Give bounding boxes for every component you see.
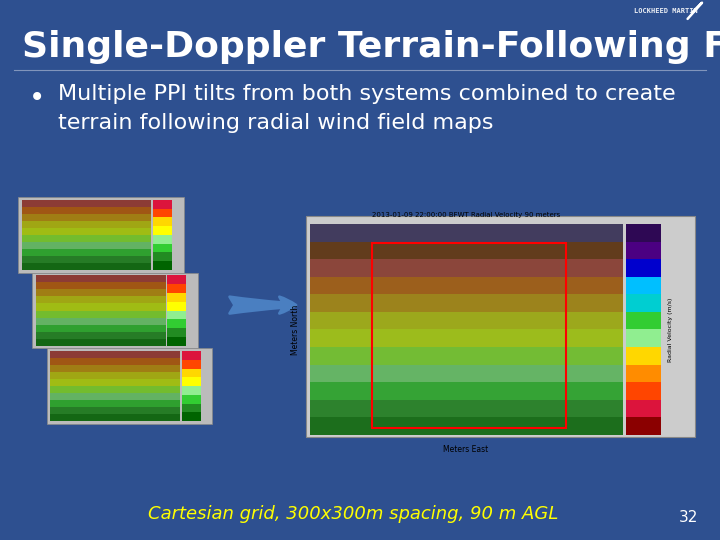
Bar: [22, 214, 151, 221]
Bar: [310, 224, 623, 241]
Bar: [50, 358, 180, 365]
Bar: [22, 242, 151, 249]
Text: 2013-01-09 22:00:00 BFWT Radial Velocity 90 meters: 2013-01-09 22:00:00 BFWT Radial Velocity…: [372, 212, 560, 218]
Text: •: •: [29, 84, 45, 112]
Bar: [310, 241, 623, 259]
Bar: [36, 332, 166, 339]
Bar: [153, 217, 172, 226]
Bar: [36, 296, 166, 303]
Bar: [168, 293, 186, 302]
Bar: [22, 256, 151, 263]
Bar: [22, 200, 151, 207]
Bar: [36, 318, 166, 325]
Bar: [22, 263, 151, 270]
Bar: [626, 329, 661, 347]
Bar: [47, 348, 212, 424]
Bar: [310, 329, 623, 347]
Bar: [626, 241, 661, 259]
Bar: [182, 395, 201, 404]
Bar: [153, 261, 172, 270]
Bar: [50, 407, 180, 414]
Bar: [36, 325, 166, 332]
Bar: [50, 400, 180, 407]
Bar: [22, 207, 151, 214]
Bar: [182, 386, 201, 395]
Bar: [50, 414, 180, 421]
Bar: [310, 224, 623, 435]
Text: Meters East: Meters East: [444, 446, 489, 455]
Bar: [153, 235, 172, 244]
Bar: [182, 413, 201, 421]
Bar: [153, 244, 172, 252]
Bar: [310, 364, 623, 382]
Bar: [168, 275, 186, 284]
Bar: [310, 417, 623, 435]
Bar: [50, 393, 180, 400]
Bar: [626, 294, 661, 312]
Bar: [32, 273, 198, 348]
Bar: [626, 417, 661, 435]
Bar: [153, 253, 172, 261]
Bar: [310, 400, 623, 417]
Bar: [22, 221, 151, 228]
Bar: [36, 275, 166, 282]
Bar: [168, 319, 186, 328]
Bar: [310, 259, 623, 276]
Text: Radial Velocity (m/s): Radial Velocity (m/s): [667, 297, 672, 362]
Bar: [153, 200, 172, 208]
Bar: [22, 249, 151, 256]
Bar: [36, 275, 166, 346]
Bar: [168, 337, 186, 346]
Bar: [182, 377, 201, 386]
Bar: [626, 224, 661, 241]
Bar: [36, 289, 166, 296]
Bar: [182, 404, 201, 413]
Bar: [182, 360, 201, 368]
Bar: [50, 365, 180, 372]
Bar: [36, 282, 166, 289]
Bar: [626, 400, 661, 417]
Bar: [626, 382, 661, 400]
Bar: [50, 379, 180, 386]
Bar: [22, 235, 151, 242]
Bar: [22, 200, 151, 270]
Text: LOCKHEED MARTIN: LOCKHEED MARTIN: [634, 8, 698, 14]
Bar: [36, 303, 166, 310]
Bar: [168, 302, 186, 310]
Bar: [310, 312, 623, 329]
Bar: [310, 294, 623, 312]
Bar: [36, 339, 166, 346]
Bar: [310, 347, 623, 364]
Bar: [306, 216, 695, 437]
Text: Multiple PPI tilts from both systems combined to create: Multiple PPI tilts from both systems com…: [58, 84, 675, 104]
Bar: [50, 386, 180, 393]
Bar: [36, 310, 166, 318]
Bar: [626, 312, 661, 329]
Bar: [626, 347, 661, 364]
Bar: [310, 276, 623, 294]
Bar: [168, 284, 186, 293]
Bar: [18, 197, 184, 273]
Bar: [50, 351, 180, 421]
Bar: [182, 368, 201, 377]
Text: 32: 32: [679, 510, 698, 525]
Bar: [182, 351, 201, 360]
Bar: [626, 259, 661, 276]
Bar: [153, 208, 172, 217]
Bar: [168, 328, 186, 337]
Bar: [626, 276, 661, 294]
Bar: [626, 364, 661, 382]
Text: Cartesian grid, 300x300m spacing, 90 m AGL: Cartesian grid, 300x300m spacing, 90 m A…: [148, 505, 558, 523]
Bar: [22, 228, 151, 235]
Bar: [50, 372, 180, 379]
Text: Meters North: Meters North: [291, 304, 300, 355]
Bar: [168, 310, 186, 319]
Bar: [310, 382, 623, 400]
Text: terrain following radial wind field maps: terrain following radial wind field maps: [58, 113, 493, 133]
Bar: [153, 226, 172, 235]
Text: Single-Doppler Terrain-Following Fields: Single-Doppler Terrain-Following Fields: [22, 30, 720, 64]
Bar: [50, 351, 180, 358]
Bar: [372, 243, 566, 428]
